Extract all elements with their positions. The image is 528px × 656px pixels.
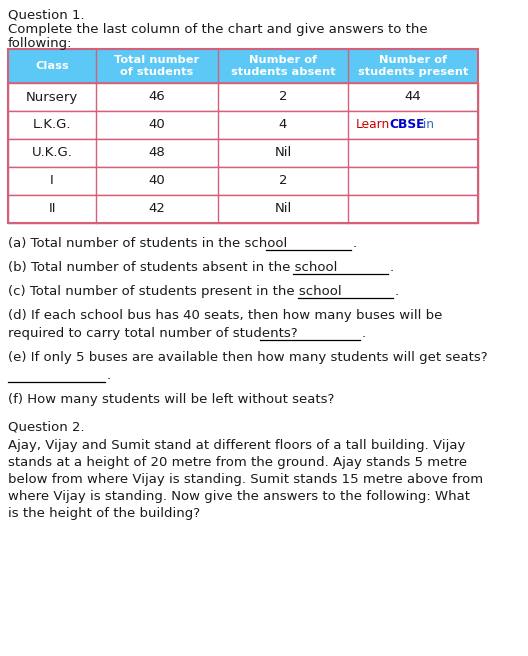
Text: 2: 2 bbox=[279, 91, 287, 104]
Text: (c) Total number of students present in the school: (c) Total number of students present in … bbox=[8, 285, 342, 298]
Text: .: . bbox=[353, 237, 357, 250]
Text: 40: 40 bbox=[148, 119, 165, 131]
Text: Learn: Learn bbox=[356, 119, 390, 131]
Text: .: . bbox=[395, 285, 399, 298]
Text: Ajay, Vijay and Sumit stand at different floors of a tall building. Vijay: Ajay, Vijay and Sumit stand at different… bbox=[8, 439, 465, 452]
Bar bbox=[8, 49, 478, 83]
Text: 46: 46 bbox=[148, 91, 165, 104]
Text: (f) How many students will be left without seats?: (f) How many students will be left witho… bbox=[8, 393, 334, 406]
Bar bbox=[8, 83, 478, 111]
Text: 48: 48 bbox=[148, 146, 165, 159]
Text: .: . bbox=[107, 369, 111, 382]
Text: 2: 2 bbox=[279, 174, 287, 188]
Text: 42: 42 bbox=[148, 203, 165, 216]
Text: 40: 40 bbox=[148, 174, 165, 188]
Text: following:: following: bbox=[8, 37, 72, 50]
Text: 4: 4 bbox=[279, 119, 287, 131]
Text: II: II bbox=[48, 203, 56, 216]
Bar bbox=[8, 49, 478, 223]
Text: Class: Class bbox=[35, 61, 69, 71]
Text: (a) Total number of students in the school: (a) Total number of students in the scho… bbox=[8, 237, 287, 250]
Text: (d) If each school bus has 40 seats, then how many buses will be: (d) If each school bus has 40 seats, the… bbox=[8, 309, 442, 322]
Text: (e) If only 5 buses are available then how many students will get seats?: (e) If only 5 buses are available then h… bbox=[8, 351, 488, 364]
Text: stands at a height of 20 metre from the ground. Ajay stands 5 metre: stands at a height of 20 metre from the … bbox=[8, 456, 467, 469]
Text: Complete the last column of the chart and give answers to the: Complete the last column of the chart an… bbox=[8, 23, 428, 36]
Text: Question 2.: Question 2. bbox=[8, 421, 84, 434]
Text: Number of
students present: Number of students present bbox=[358, 55, 468, 77]
Text: 44: 44 bbox=[404, 91, 421, 104]
Text: .: . bbox=[362, 327, 366, 340]
Text: below from where Vijay is standing. Sumit stands 15 metre above from: below from where Vijay is standing. Sumi… bbox=[8, 473, 483, 486]
Bar bbox=[8, 195, 478, 223]
Text: Total number
of students: Total number of students bbox=[115, 55, 200, 77]
Text: I: I bbox=[50, 174, 54, 188]
Text: CBSE: CBSE bbox=[389, 119, 425, 131]
Text: U.K.G.: U.K.G. bbox=[32, 146, 72, 159]
Text: Nil: Nil bbox=[275, 203, 291, 216]
Bar bbox=[8, 111, 478, 139]
Text: (b) Total number of students absent in the school: (b) Total number of students absent in t… bbox=[8, 261, 337, 274]
Bar bbox=[8, 139, 478, 167]
Text: Number of
students absent: Number of students absent bbox=[231, 55, 335, 77]
Text: L.K.G.: L.K.G. bbox=[33, 119, 71, 131]
Text: Nil: Nil bbox=[275, 146, 291, 159]
Text: where Vijay is standing. Now give the answers to the following: What: where Vijay is standing. Now give the an… bbox=[8, 490, 470, 503]
Text: Nursery: Nursery bbox=[26, 91, 78, 104]
Text: is the height of the building?: is the height of the building? bbox=[8, 507, 200, 520]
Bar bbox=[8, 167, 478, 195]
Text: Question 1.: Question 1. bbox=[8, 8, 84, 21]
Text: .: . bbox=[390, 261, 394, 274]
Text: required to carry total number of students?: required to carry total number of studen… bbox=[8, 327, 298, 340]
Text: .in: .in bbox=[420, 119, 435, 131]
